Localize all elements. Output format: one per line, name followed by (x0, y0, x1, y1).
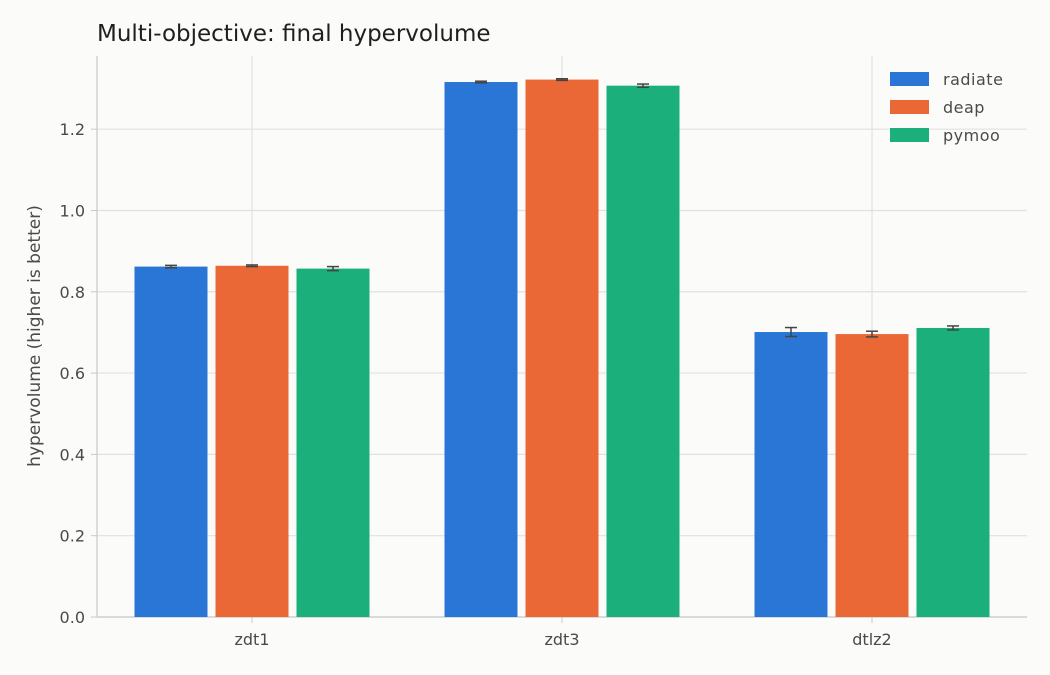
legend: radiate deap pymoo (890, 70, 1003, 145)
y-tick-label: 0.6 (60, 364, 85, 383)
bar-deap-zdt3 (525, 79, 599, 618)
bar-radiate-dtlz2 (754, 332, 828, 617)
y-tick-label: 1.2 (60, 120, 85, 139)
legend-label: radiate (943, 70, 1003, 89)
error-bar-radiate-zdt1 (165, 264, 177, 269)
bar-radiate-zdt1 (134, 266, 208, 617)
error-bar-pymoo-dtlz2 (947, 325, 959, 331)
bar-radiate-zdt3 (444, 82, 518, 617)
error-bar-radiate-zdt3 (475, 80, 487, 84)
error-bar-deap-zdt3 (556, 78, 568, 82)
y-tick-label: 0.2 (60, 527, 85, 546)
legend-swatch (890, 128, 929, 142)
error-bar-deap-dtlz2 (866, 330, 878, 338)
error-bar-pymoo-zdt3 (637, 83, 649, 89)
bar-pymoo-dtlz2 (916, 327, 990, 617)
legend-label: pymoo (943, 126, 1000, 145)
chart-title: Multi-objective: final hypervolume (97, 21, 491, 47)
x-tick-labels: zdt1 zdt3 dtlz2 (234, 630, 891, 649)
legend-item-pymoo: pymoo (890, 126, 1000, 145)
bar-pymoo-zdt3 (606, 85, 680, 617)
x-tick-label: dtlz2 (852, 630, 891, 649)
y-tick-label: 0.0 (60, 608, 85, 627)
error-bar-radiate-dtlz2 (785, 326, 797, 338)
y-tick-label: 1.0 (60, 201, 85, 220)
error-bars (165, 78, 959, 338)
y-tick-label: 0.8 (60, 283, 85, 302)
bar-pymoo-zdt1 (296, 268, 370, 617)
bar-series (134, 79, 990, 618)
bar-deap-dtlz2 (835, 334, 909, 617)
legend-item-radiate: radiate (890, 70, 1003, 89)
x-tick-label: zdt3 (544, 630, 579, 649)
y-tick-label: 0.4 (60, 445, 85, 464)
legend-label: deap (943, 98, 985, 117)
legend-item-deap: deap (890, 98, 985, 117)
bar-deap-zdt1 (215, 265, 289, 617)
legend-swatch (890, 100, 929, 114)
x-tick-label: zdt1 (234, 630, 269, 649)
legend-swatch (890, 72, 929, 86)
error-bar-pymoo-zdt1 (327, 265, 339, 272)
error-bar-deap-zdt1 (246, 264, 258, 268)
y-axis-label: hypervolume (higher is better) (25, 205, 45, 467)
y-tick-labels: 0.0 0.2 0.4 0.6 0.8 1.0 1.2 (60, 120, 85, 627)
